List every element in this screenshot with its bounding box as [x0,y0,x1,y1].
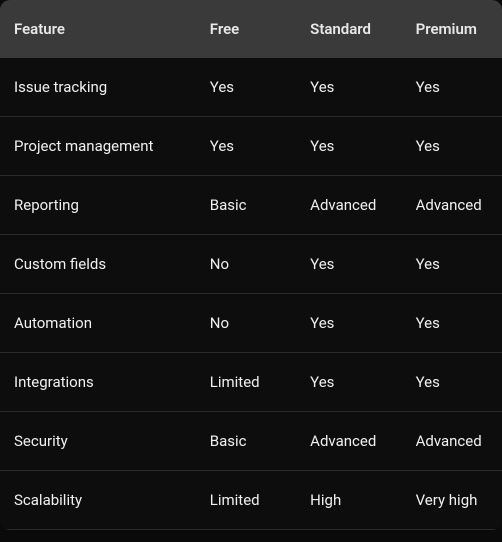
table-row: Automation No Yes Yes [0,294,502,353]
feature-name: Reporting [0,176,196,235]
table-row: Reporting Basic Advanced Advanced [0,176,502,235]
feature-value-free: Yes [196,117,296,176]
pricing-comparison-table: Feature Free Standard Premium Issue trac… [0,0,502,530]
feature-value-premium: Very high [402,471,502,530]
table-row: Custom fields No Yes Yes [0,235,502,294]
feature-value-standard: Yes [296,235,401,294]
feature-name: Custom fields [0,235,196,294]
feature-value-free: Basic [196,412,296,471]
feature-name: Project management [0,117,196,176]
column-header-free: Free [196,0,296,58]
feature-value-premium: Yes [402,117,502,176]
feature-name: Integrations [0,353,196,412]
feature-value-premium: Advanced [402,412,502,471]
table-row: Integrations Limited Yes Yes [0,353,502,412]
feature-value-premium: Yes [402,353,502,412]
feature-value-free: Basic [196,176,296,235]
feature-name: Automation [0,294,196,353]
table-row: Project management Yes Yes Yes [0,117,502,176]
table-row: Scalability Limited High Very high [0,471,502,530]
feature-value-premium: Yes [402,294,502,353]
feature-value-free: Limited [196,353,296,412]
feature-name: Security [0,412,196,471]
feature-value-standard: Yes [296,58,401,117]
feature-value-free: Yes [196,58,296,117]
feature-value-free: No [196,294,296,353]
feature-name: Issue tracking [0,58,196,117]
feature-name: Scalability [0,471,196,530]
feature-value-free: Limited [196,471,296,530]
feature-value-premium: Advanced [402,176,502,235]
table-row: Security Basic Advanced Advanced [0,412,502,471]
table-row: Issue tracking Yes Yes Yes [0,58,502,117]
feature-value-standard: Yes [296,117,401,176]
feature-value-standard: Advanced [296,412,401,471]
column-header-standard: Standard [296,0,401,58]
feature-value-standard: High [296,471,401,530]
feature-value-free: No [196,235,296,294]
feature-value-standard: Yes [296,353,401,412]
column-header-premium: Premium [402,0,502,58]
feature-value-premium: Yes [402,235,502,294]
table-header-row: Feature Free Standard Premium [0,0,502,58]
feature-value-standard: Advanced [296,176,401,235]
feature-value-standard: Yes [296,294,401,353]
feature-value-premium: Yes [402,58,502,117]
column-header-feature: Feature [0,0,196,58]
